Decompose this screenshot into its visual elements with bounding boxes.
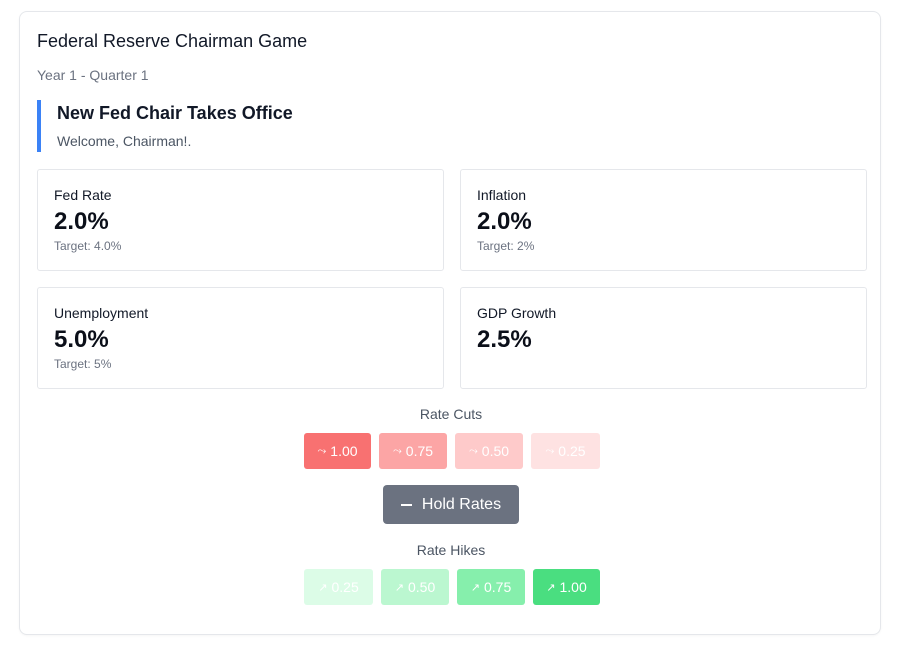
hike-amount: 1.00: [559, 579, 587, 595]
hold-rates-button[interactable]: Hold Rates: [383, 485, 519, 524]
game-card: Federal Reserve Chairman Game Year 1 - Q…: [19, 11, 881, 635]
hike-amount: 0.50: [407, 579, 436, 595]
cut-0-50-button[interactable]: ⤳ 0.50: [455, 433, 523, 469]
event-title: New Fed Chair Takes Office: [57, 103, 293, 123]
hike-0-50-button[interactable]: ↗ 0.50: [381, 569, 449, 605]
stat-target: Target: 2%: [477, 239, 535, 253]
stat-card-fed-rate: Fed Rate 2.0% Target: 4.0%: [37, 169, 444, 271]
cut-0-75-button[interactable]: ⤳ 0.75: [379, 433, 447, 469]
stat-target: Target: 4.0%: [54, 239, 122, 253]
cut-amount: 1.00: [330, 443, 358, 459]
stat-card-gdp-growth: GDP Growth 2.5%: [460, 287, 867, 389]
stat-value: 2.0%: [54, 208, 109, 235]
cut-amount: 0.25: [558, 443, 586, 459]
game-title: Federal Reserve Chairman Game: [37, 31, 308, 51]
rate-hikes-label: Rate Hikes: [416, 542, 486, 558]
stat-value: 2.5%: [477, 326, 532, 353]
trending-down-icon: ⤳: [545, 444, 555, 457]
minus-icon: [400, 503, 412, 506]
event-banner: New Fed Chair Takes Office Welcome, Chai…: [37, 100, 437, 152]
cut-amount: 0.75: [405, 443, 434, 459]
hike-0-75-button[interactable]: ↗ 0.75: [457, 569, 525, 605]
stat-label: Unemployment: [54, 305, 149, 321]
stat-card-unemployment: Unemployment 5.0% Target: 5%: [37, 287, 444, 389]
trending-up-icon: ↗: [394, 581, 404, 594]
event-message: Welcome, Chairman!.: [57, 133, 192, 149]
hike-amount: 0.75: [483, 579, 512, 595]
stat-card-inflation: Inflation 2.0% Target: 2%: [460, 169, 867, 271]
trending-up-icon: ↗: [318, 581, 328, 594]
hike-0-25-button[interactable]: ↗ 0.25: [304, 569, 373, 605]
stat-value: 2.0%: [477, 208, 532, 235]
cut-amount: 0.50: [481, 443, 510, 459]
rate-cuts-label: Rate Cuts: [419, 406, 483, 422]
rate-cuts-row: ⤳ 1.00 ⤳ 0.75 ⤳ 0.50 ⤳ 0.25: [20, 433, 882, 469]
stat-label: Inflation: [477, 187, 527, 203]
stat-label: Fed Rate: [54, 187, 112, 203]
hike-amount: 0.25: [331, 579, 359, 595]
stat-value: 5.0%: [54, 326, 109, 353]
hold-rates-label: Hold Rates: [421, 495, 502, 513]
trending-up-icon: ↗: [546, 581, 556, 594]
hike-1-00-button[interactable]: ↗ 1.00: [533, 569, 600, 605]
game-period: Year 1 - Quarter 1: [37, 67, 149, 83]
stat-target: Target: 5%: [54, 357, 112, 371]
rate-hikes-row: ↗ 0.25 ↗ 0.50 ↗ 0.75 ↗ 1.00: [20, 569, 882, 605]
stat-label: GDP Growth: [477, 305, 557, 321]
cut-0-25-button[interactable]: ⤳ 0.25: [531, 433, 600, 469]
trending-down-icon: ⤳: [468, 444, 478, 457]
trending-up-icon: ↗: [470, 581, 480, 594]
trending-down-icon: ⤳: [392, 444, 402, 457]
trending-down-icon: ⤳: [317, 444, 327, 457]
cut-1-00-button[interactable]: ⤳ 1.00: [304, 433, 371, 469]
